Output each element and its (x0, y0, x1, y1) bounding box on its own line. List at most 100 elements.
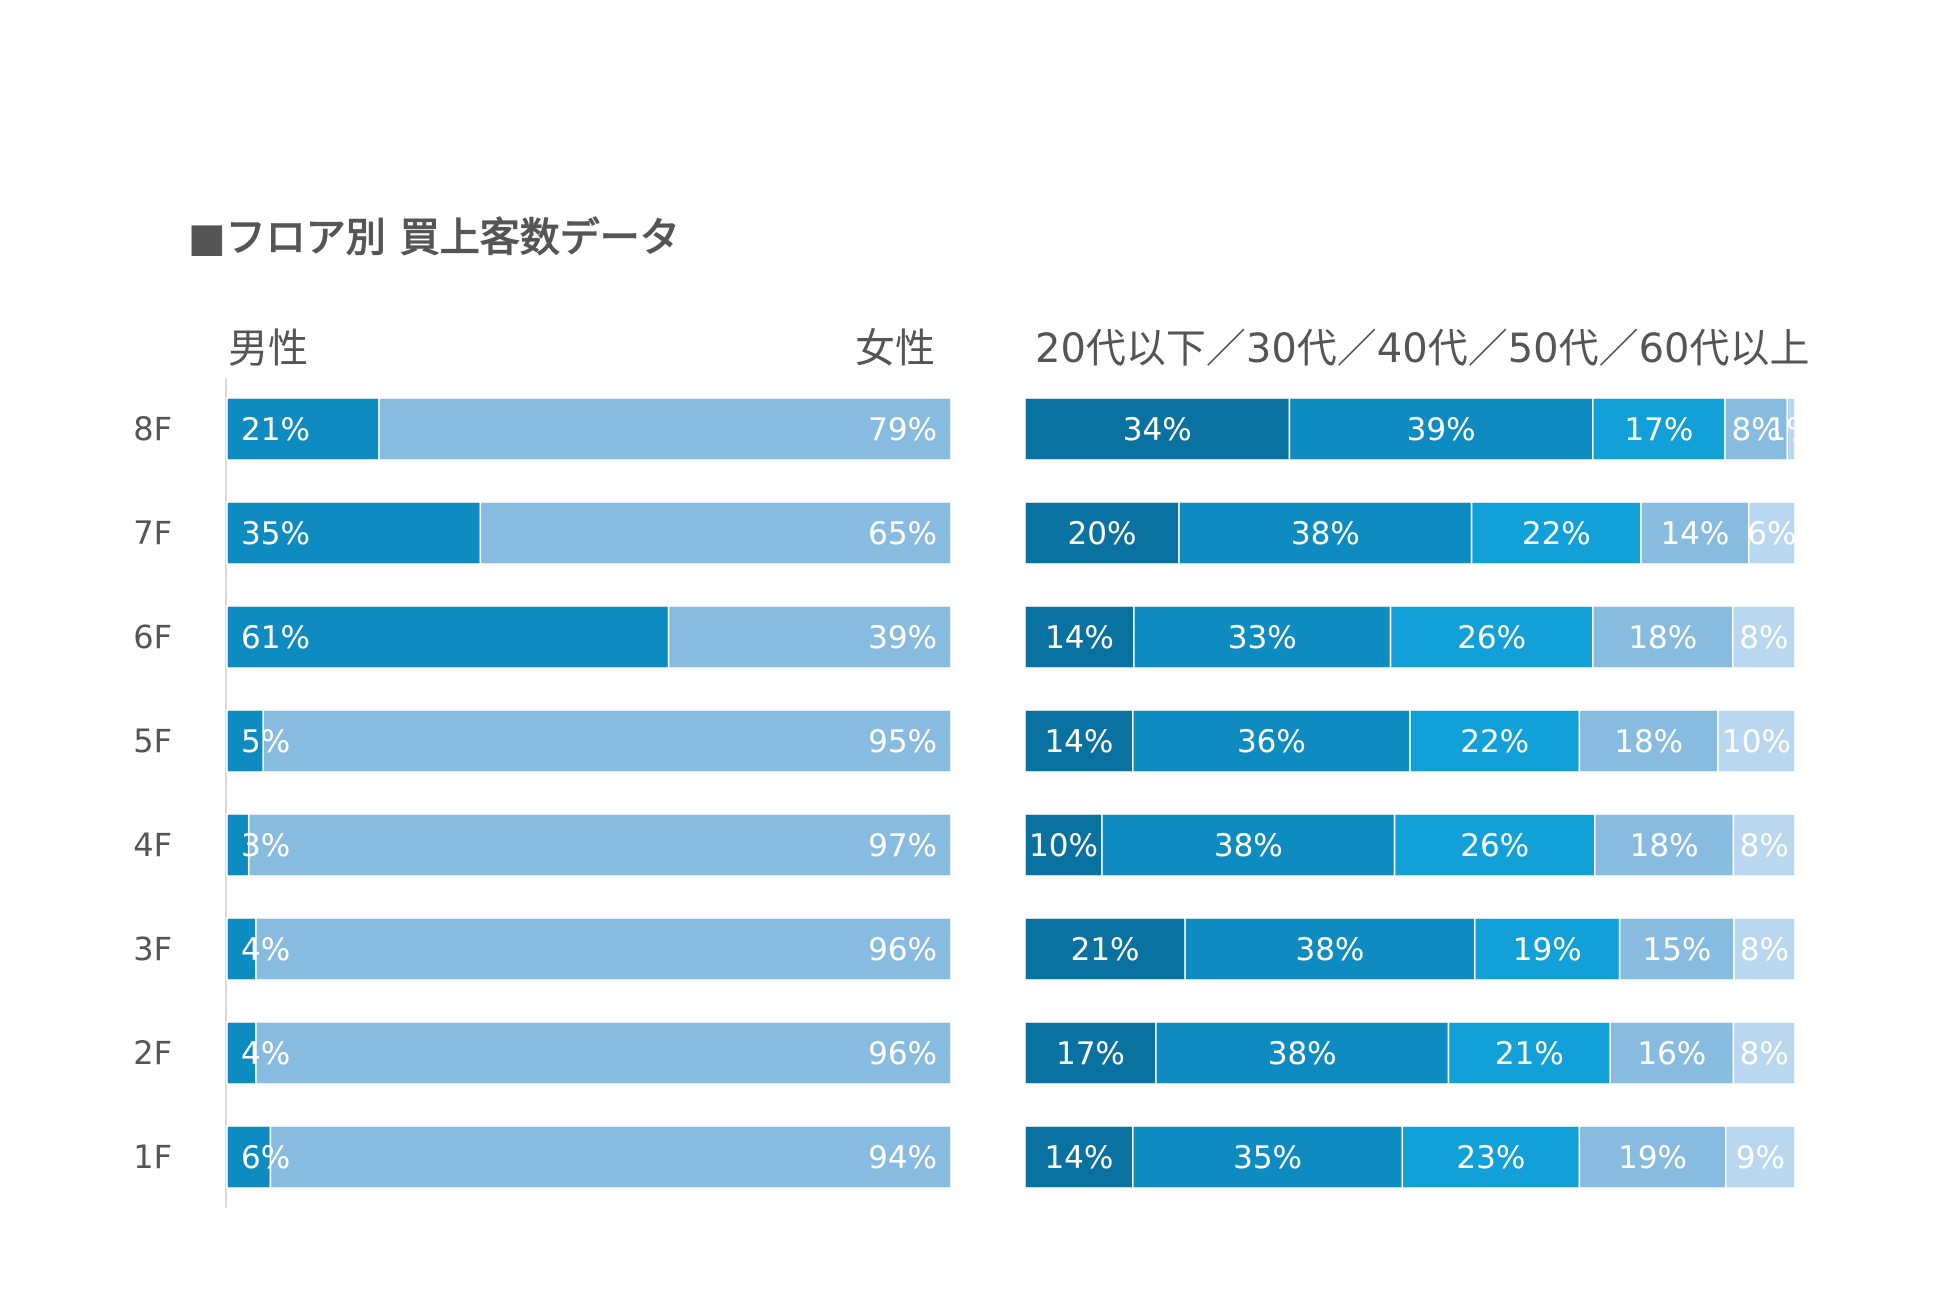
gender-female-label: 96% (868, 1036, 937, 1072)
age-bar-segment (1733, 917, 1796, 981)
age-segment-label: 21% (1495, 1036, 1564, 1072)
age-segment-label: 22% (1522, 516, 1591, 552)
age-segment-label: 8% (1740, 1036, 1789, 1072)
gender-bar-segment (247, 813, 952, 877)
age-segment-label: 38% (1291, 516, 1360, 552)
gender-bar-segment (226, 501, 482, 565)
gender-female-label: 65% (868, 516, 937, 552)
floor-label: 8F (133, 410, 172, 448)
age-bar-segment (1592, 397, 1726, 461)
floor-label: 5F (133, 722, 172, 760)
age-segment-label: 33% (1228, 620, 1297, 656)
age-bar-segment (1786, 397, 1796, 461)
age-bar-segment (1024, 605, 1135, 669)
age-segment-label: 8% (1732, 412, 1781, 448)
age-segment-label: 20% (1068, 516, 1137, 552)
age-bar-segment (1732, 1021, 1796, 1085)
age-bar-segment (1401, 1125, 1581, 1189)
age-segment-label: 14% (1044, 1140, 1113, 1176)
age-bar-segment (1133, 605, 1392, 669)
gender-male-label: 35% (241, 516, 310, 552)
age-segment-label: 8% (1739, 620, 1788, 656)
bars-group: 8F 21% 79% 34% 39% 17% 8%1%7F 35% 65% 20% 38% 22% 14… (133, 397, 1816, 1189)
age-bar-segment (1155, 1021, 1450, 1085)
age-bar-segment (1288, 397, 1594, 461)
gender-male-label: 5% (241, 724, 290, 760)
floor-label: 3F (133, 930, 172, 968)
age-bar-segment (1132, 1125, 1404, 1189)
gender-female-label: 96% (868, 932, 937, 968)
age-bar-segment (1748, 501, 1796, 565)
gender-male-label: 3% (241, 828, 290, 864)
age-segment-label: 18% (1614, 724, 1683, 760)
gender-female-label: 94% (868, 1140, 937, 1176)
age-segment-label: 34% (1123, 412, 1192, 448)
floor-label: 6F (133, 618, 172, 656)
age-segment-label: 39% (1407, 412, 1476, 448)
age-bar-segment (1724, 1125, 1796, 1189)
age-segment-label: 35% (1233, 1140, 1302, 1176)
age-segment-label: 14% (1044, 724, 1113, 760)
age-segment-label: 14% (1660, 516, 1729, 552)
gender-right-header: 女性 (855, 326, 935, 372)
age-bar-segment (1389, 605, 1594, 669)
age-bar-segment (1609, 1021, 1735, 1085)
age-segment-label: 17% (1624, 412, 1693, 448)
gender-male-label: 4% (241, 932, 290, 968)
gender-bar-segment (378, 397, 952, 461)
gender-bar-segment (226, 917, 257, 981)
gender-female-label: 97% (868, 828, 937, 864)
gender-bar-segment (226, 709, 264, 773)
age-segment-label: 38% (1268, 1036, 1337, 1072)
gender-left-header: 男性 (228, 326, 308, 372)
gender-female-label: 79% (868, 412, 937, 448)
gender-male-label: 61% (241, 620, 310, 656)
age-bar-segment (1732, 605, 1796, 669)
age-segment-label: 17% (1056, 1036, 1125, 1072)
gender-bar-segment (255, 1021, 952, 1085)
age-segment-label: 6% (1747, 516, 1796, 552)
age-segment-label: 23% (1456, 1140, 1525, 1176)
age-bar-segment (1592, 605, 1734, 669)
age-bar-segment (1578, 1125, 1727, 1189)
age-segment-label: 26% (1457, 620, 1526, 656)
gender-bar-segment (226, 1125, 272, 1189)
age-bar-segment (1101, 813, 1396, 877)
age-segment-label: 36% (1237, 724, 1306, 760)
age-segment-label: 18% (1628, 620, 1697, 656)
floor-label: 1F (133, 1138, 172, 1176)
age-bar-segment (1024, 501, 1180, 565)
age-segment-label: 18% (1630, 828, 1699, 864)
age-segment-label: 19% (1513, 932, 1582, 968)
age-bar-segment (1594, 813, 1735, 877)
age-segment-label: 19% (1618, 1140, 1687, 1176)
gender-bar-segment (269, 1125, 952, 1189)
gender-male-label: 4% (241, 1036, 290, 1072)
gender-bar-segment (479, 501, 952, 565)
gender-bar-segment (255, 917, 952, 981)
gender-bar-segment (226, 397, 380, 461)
age-segment-label: 26% (1460, 828, 1529, 864)
age-bar-segment (1409, 709, 1581, 773)
age-segment-label: 38% (1295, 932, 1364, 968)
age-bar-segment (1470, 501, 1642, 565)
age-segment-label: 21% (1071, 932, 1140, 968)
age-bar-segment (1640, 501, 1750, 565)
age-segment-label: 15% (1642, 932, 1711, 968)
age-bar-segment (1024, 397, 1291, 461)
age-bar-segment (1717, 709, 1796, 773)
chart-title: ■フロア別 買上客数データ (188, 215, 680, 261)
floor-label: 4F (133, 826, 172, 864)
age-segment-label: 9% (1736, 1140, 1785, 1176)
age-segment-label: 16% (1637, 1036, 1706, 1072)
age-segment-label: 10% (1029, 828, 1098, 864)
age-bar-segment (1024, 1125, 1134, 1189)
gender-bar-segment (226, 1021, 257, 1085)
gender-female-label: 39% (868, 620, 937, 656)
floor-label: 2F (133, 1034, 172, 1072)
gender-male-label: 6% (241, 1140, 290, 1176)
age-header: 20代以下／30代／40代／50代／60代以上 (1035, 326, 1810, 372)
gender-female-label: 95% (868, 724, 937, 760)
age-bar-segment (1184, 917, 1476, 981)
